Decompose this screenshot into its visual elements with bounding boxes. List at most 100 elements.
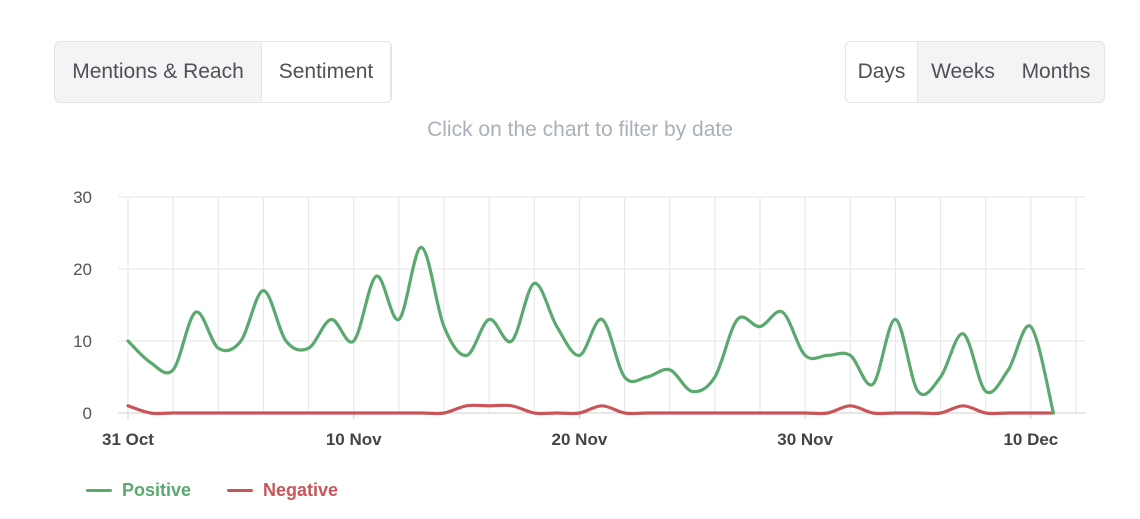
data-point-negative[interactable] [418,410,424,416]
data-point-negative[interactable] [441,410,447,416]
legend-item-positive[interactable]: Positive [86,480,191,501]
data-point-positive[interactable] [351,338,357,344]
data-point-positive[interactable] [689,388,695,394]
data-point-negative[interactable] [757,410,763,416]
data-point-positive[interactable] [960,331,966,337]
data-point-positive[interactable] [847,352,853,358]
tab-days[interactable]: Days [846,42,918,102]
data-point-negative[interactable] [1005,410,1011,416]
data-point-positive[interactable] [554,324,560,330]
data-point-negative[interactable] [531,410,537,416]
data-point-positive[interactable] [260,288,266,294]
data-point-negative[interactable] [667,410,673,416]
data-point-positive[interactable] [780,309,786,315]
data-point-positive[interactable] [915,388,921,394]
data-point-positive[interactable] [1028,324,1034,330]
series-line-negative[interactable] [126,403,1056,416]
x-tick-label: 10 Dec [1003,430,1058,449]
tab-mentions-reach[interactable]: Mentions & Reach [72,60,244,83]
data-point-positive[interactable] [734,316,740,322]
data-point-negative[interactable] [576,410,582,416]
data-point-negative[interactable] [825,410,831,416]
tab-sentiment[interactable]: Sentiment [261,42,391,102]
data-point-negative[interactable] [148,410,154,416]
data-point-negative[interactable] [193,410,199,416]
data-point-negative[interactable] [125,403,131,409]
data-point-positive[interactable] [373,273,379,279]
data-point-positive[interactable] [1050,410,1056,416]
data-point-positive[interactable] [712,374,718,380]
series-line-positive[interactable] [126,245,1056,415]
data-point-negative[interactable] [306,410,312,416]
x-tick-label: 20 Nov [552,430,608,449]
data-point-negative[interactable] [734,410,740,416]
data-point-positive[interactable] [576,352,582,358]
data-point-negative[interactable] [847,403,853,409]
chart-legend: Positive Negative [86,480,374,501]
data-point-positive[interactable] [599,316,605,322]
data-point-positive[interactable] [802,352,808,358]
data-point-negative[interactable] [215,410,221,416]
data-point-negative[interactable] [622,410,628,416]
data-point-negative[interactable] [960,403,966,409]
x-tick-label: 30 Nov [777,430,833,449]
data-point-positive[interactable] [283,338,289,344]
data-point-positive[interactable] [892,316,898,322]
data-point-positive[interactable] [644,374,650,380]
data-point-positive[interactable] [193,309,199,315]
data-point-negative[interactable] [509,403,515,409]
data-point-positive[interactable] [531,280,537,286]
data-point-positive[interactable] [148,360,154,366]
data-point-positive[interactable] [983,388,989,394]
data-point-negative[interactable] [870,410,876,416]
data-point-positive[interactable] [125,338,131,344]
data-point-positive[interactable] [441,324,447,330]
data-point-positive[interactable] [418,244,424,250]
data-point-positive[interactable] [667,367,673,373]
data-point-negative[interactable] [644,410,650,416]
data-point-negative[interactable] [328,410,334,416]
tab-months[interactable]: Months [1021,60,1091,83]
data-point-negative[interactable] [351,410,357,416]
data-point-positive[interactable] [328,316,334,322]
data-point-positive[interactable] [306,345,312,351]
data-point-negative[interactable] [938,410,944,416]
data-point-negative[interactable] [892,410,898,416]
data-point-negative[interactable] [260,410,266,416]
data-point-negative[interactable] [689,410,695,416]
data-point-positive[interactable] [215,345,221,351]
data-point-negative[interactable] [373,410,379,416]
data-point-positive[interactable] [938,374,944,380]
data-point-positive[interactable] [170,367,176,373]
data-point-positive[interactable] [464,352,470,358]
data-point-positive[interactable] [396,316,402,322]
y-tick-label: 20 [73,260,92,279]
data-point-positive[interactable] [486,316,492,322]
data-point-positive[interactable] [238,338,244,344]
data-point-negative[interactable] [1028,410,1034,416]
data-point-positive[interactable] [757,324,763,330]
data-point-negative[interactable] [712,410,718,416]
data-point-negative[interactable] [554,410,560,416]
data-point-negative[interactable] [983,410,989,416]
data-point-positive[interactable] [622,374,628,380]
data-point-negative[interactable] [396,410,402,416]
data-point-negative[interactable] [915,410,921,416]
data-point-negative[interactable] [170,410,176,416]
legend-item-negative[interactable]: Negative [227,480,338,501]
data-point-negative[interactable] [599,403,605,409]
chart-hint: Click on the chart to filter by date [427,118,733,141]
data-point-negative[interactable] [802,410,808,416]
period-toggle: Days Weeks Months [845,41,1105,103]
data-point-negative[interactable] [780,410,786,416]
data-point-negative[interactable] [486,403,492,409]
data-point-positive[interactable] [509,338,515,344]
data-point-negative[interactable] [464,403,470,409]
tab-weeks[interactable]: Weeks [931,60,995,83]
data-point-positive[interactable] [870,381,876,387]
data-point-negative[interactable] [283,410,289,416]
data-point-positive[interactable] [1005,367,1011,373]
data-point-negative[interactable] [238,410,244,416]
data-point-positive[interactable] [825,352,831,358]
